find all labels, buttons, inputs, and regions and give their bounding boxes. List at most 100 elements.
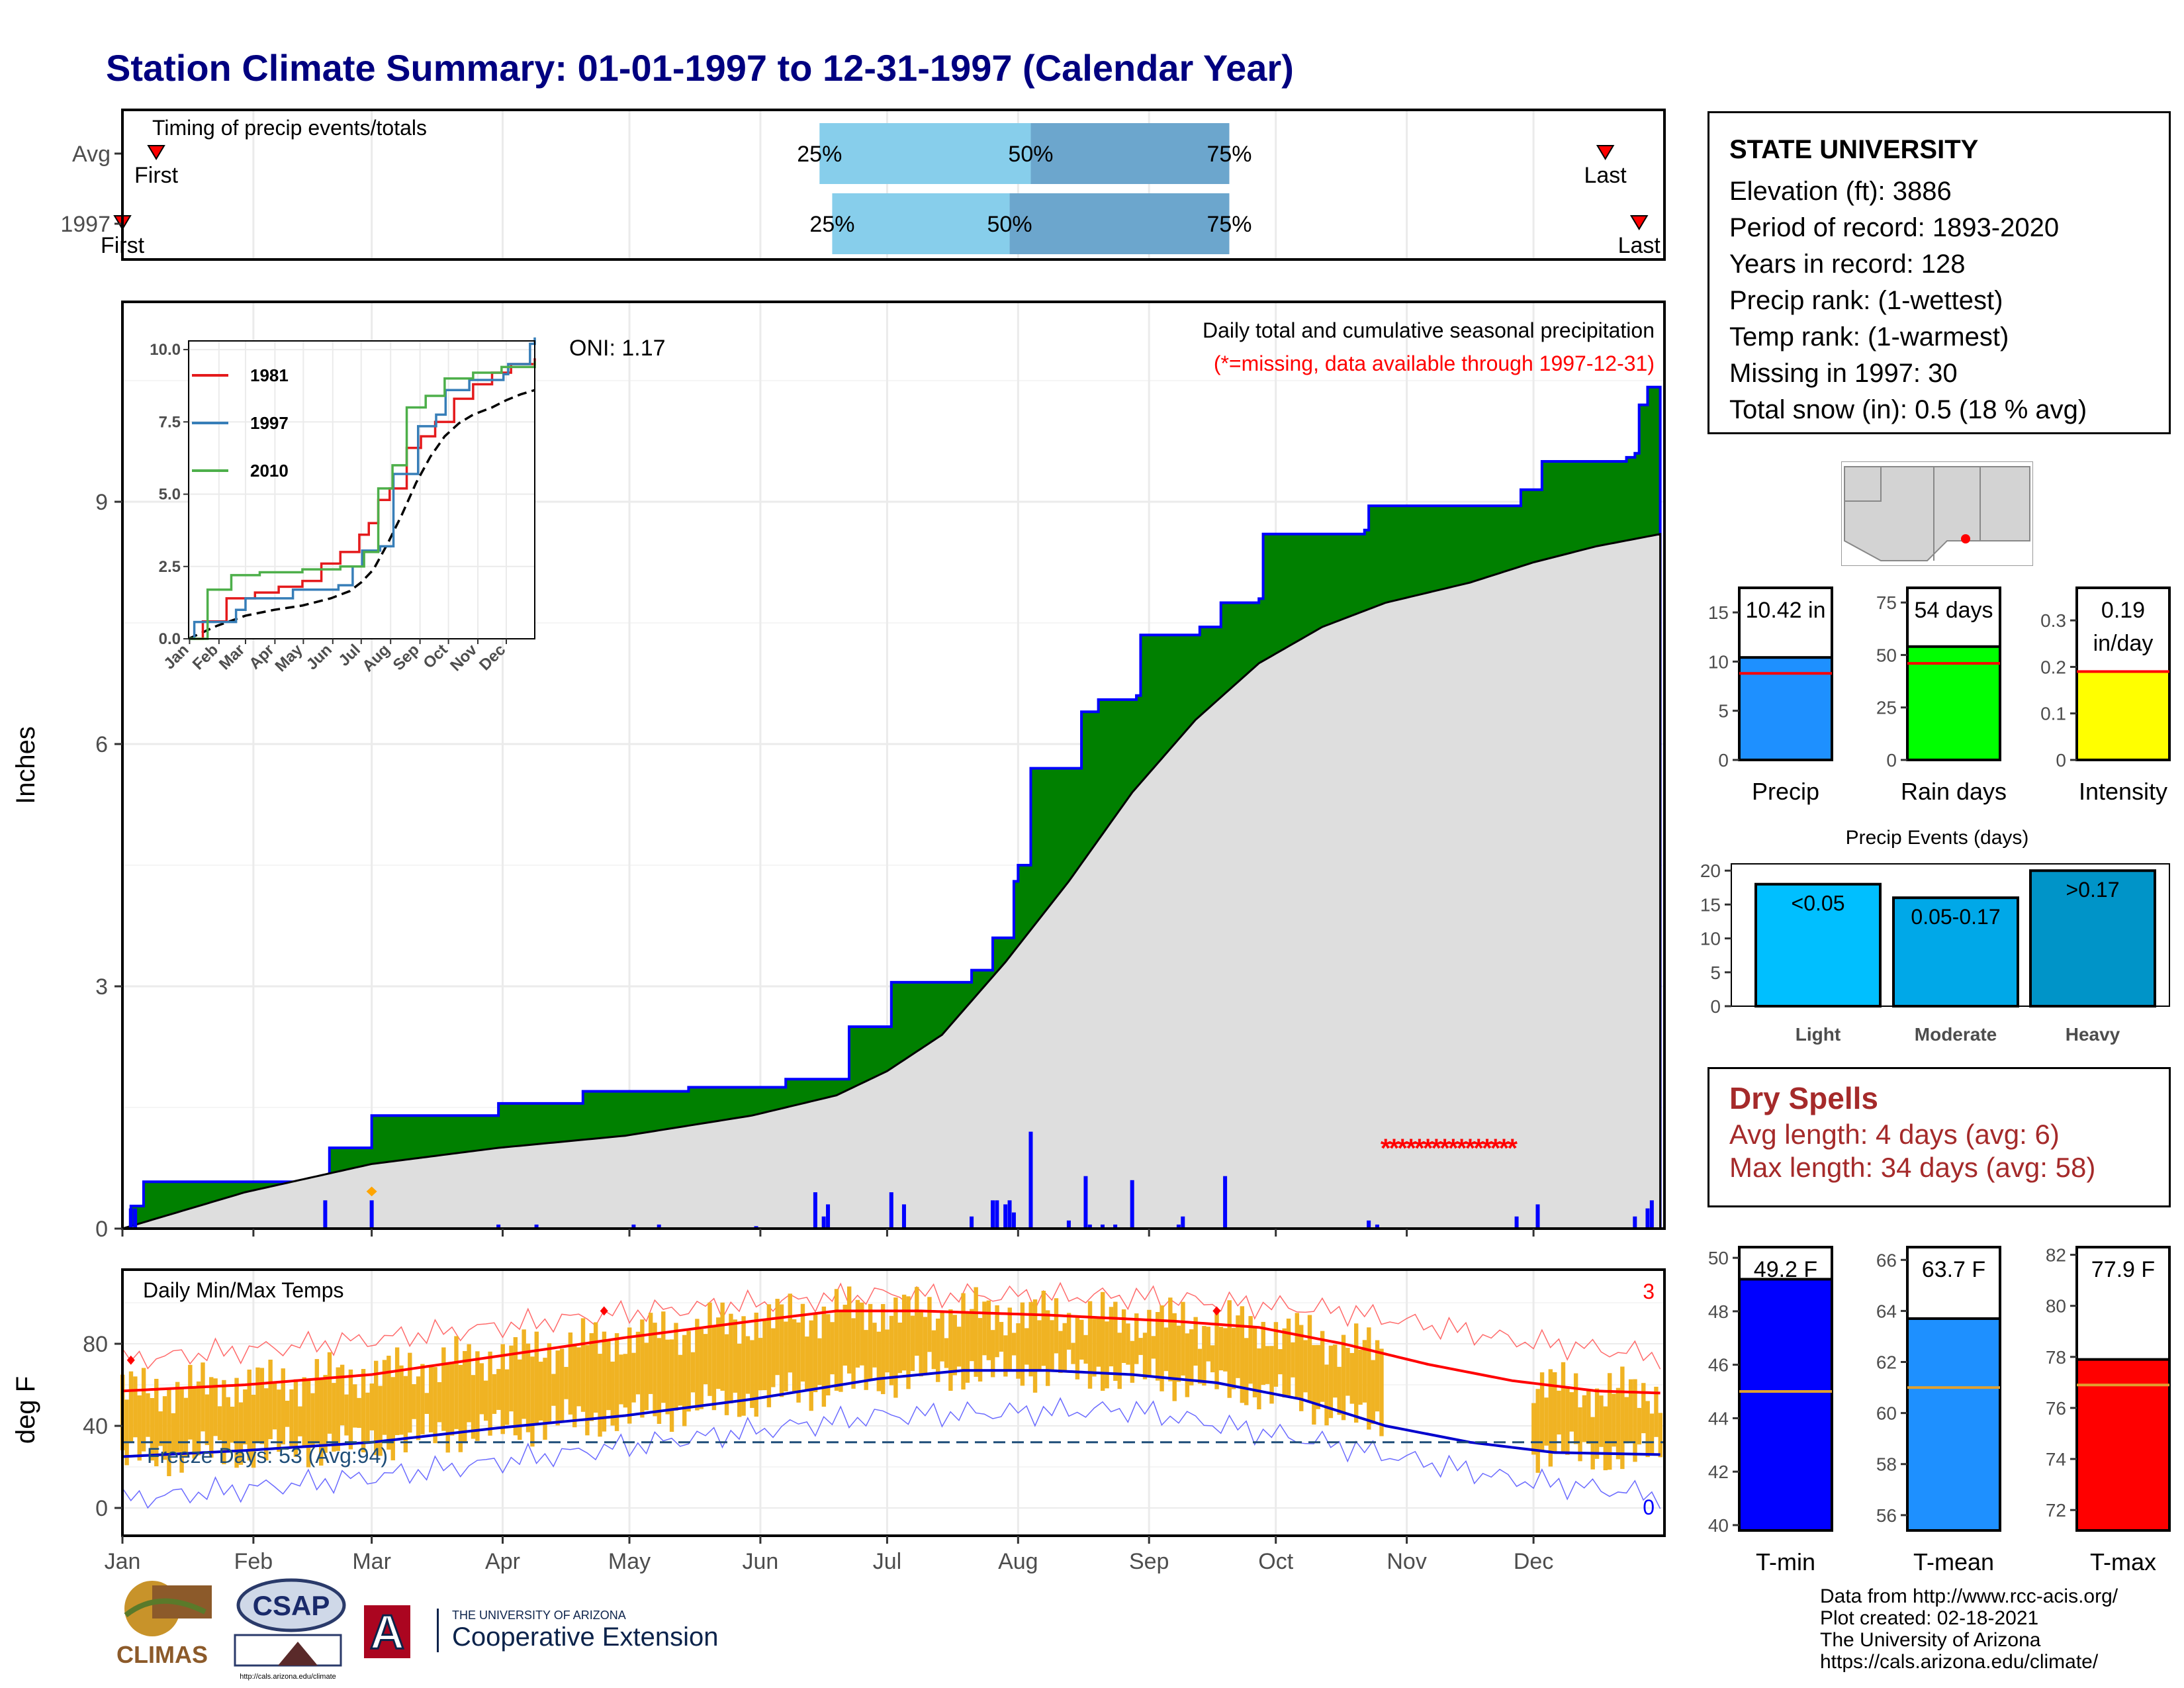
temp-daily-bar (1050, 1320, 1054, 1372)
temp-daily-bar (657, 1338, 662, 1425)
missing-marker: * (1448, 1134, 1459, 1163)
missing-marker: * (1414, 1134, 1425, 1163)
temp-daily-bar (141, 1368, 146, 1452)
temp-daily-bar (648, 1313, 653, 1394)
temp-daily-bar (205, 1394, 210, 1446)
precip-daily-bar (1633, 1216, 1637, 1229)
temp-total-ytick-label: 46 (1708, 1355, 1729, 1376)
temp-daily-bar (1096, 1317, 1101, 1367)
month-label: Jul (873, 1549, 901, 1574)
ua-logo: A (364, 1605, 410, 1660)
precip-total-category-label: Rain days (1901, 778, 2007, 805)
timing-last-marker (1596, 145, 1615, 160)
temp-daily-bar (805, 1336, 809, 1391)
precip-total-value-label: 10.42 in (1746, 598, 1826, 623)
temp-daily-bar (598, 1354, 602, 1437)
temp-daily-bar (766, 1304, 772, 1407)
temp-daily-bar (758, 1338, 763, 1391)
temp-daily-bar (437, 1382, 442, 1423)
temp-daily-bar (952, 1315, 957, 1376)
temp-daily-bar (703, 1334, 708, 1385)
temp-daily-bar (1620, 1366, 1625, 1470)
temp-daily-bar (1079, 1319, 1084, 1360)
temp-daily-bar (1307, 1315, 1312, 1401)
month-label: Jan (105, 1549, 141, 1574)
temp-daily-bar (851, 1318, 856, 1389)
temp-daily-bar (1654, 1386, 1659, 1437)
temp-daily-bar (1345, 1348, 1350, 1396)
precip-daily-bar (1645, 1208, 1650, 1229)
temp-daily-bar (1561, 1362, 1566, 1454)
temp-daily-bar (1354, 1323, 1359, 1423)
temp-daily-bar (467, 1344, 471, 1423)
station-info-line: Period of record: 1893-2020 (1729, 213, 2060, 242)
temp-daily-bar (1603, 1406, 1608, 1471)
temp-daily-bar (230, 1406, 235, 1443)
missing-marker: * (1499, 1134, 1510, 1163)
temp-daily-bar (881, 1303, 886, 1395)
temp-daily-bar (1645, 1401, 1650, 1458)
temp-daily-bar (1003, 1335, 1008, 1377)
temp-daily-bar (555, 1350, 560, 1426)
inset-ytick-label: 0.0 (159, 630, 181, 648)
temp-daily-bar (826, 1314, 831, 1396)
temp-daily-bar (433, 1367, 437, 1444)
temp-daily-bar (580, 1318, 586, 1412)
temp-daily-bar (635, 1331, 641, 1395)
temp-daily-bar (961, 1293, 966, 1390)
precip-total-category-label: Intensity (2079, 778, 2167, 805)
temp-daily-bar (458, 1364, 463, 1452)
precip-subtitle: (*=missing, data available through 1997-… (1214, 352, 1655, 375)
temp-daily-bar (293, 1379, 298, 1457)
temp-daily-bar (901, 1294, 907, 1371)
temp-daily-bar (277, 1389, 281, 1452)
inset-ytick-label: 7.5 (159, 413, 181, 431)
temp-daily-bar (1371, 1360, 1375, 1425)
temp-daily-bar (1586, 1389, 1591, 1444)
temp-daily-bar (750, 1340, 754, 1408)
temp-daily-bar (1244, 1338, 1249, 1405)
events-ytick-label: 15 (1700, 894, 1721, 915)
temp-daily-bar (1126, 1323, 1130, 1365)
precip-daily-bar (1028, 1131, 1033, 1229)
temp-daily-bar (234, 1378, 239, 1468)
temp-daily-bar (775, 1299, 780, 1376)
month-label: Mar (352, 1549, 391, 1574)
temp-daily-bar (302, 1377, 306, 1448)
precip-daily-bar (631, 1224, 636, 1229)
climas-logo: CLIMAS (116, 1581, 212, 1668)
temp-daily-bar (1569, 1392, 1574, 1432)
timing-last-label: Last (1618, 233, 1661, 258)
precip-daily-bar (901, 1204, 906, 1229)
temp-daily-bar (695, 1319, 700, 1411)
temp-daily-bar (1324, 1364, 1329, 1426)
temp-total-bar (1738, 1278, 1833, 1532)
temp-daily-bar (272, 1382, 277, 1430)
temp-daily-bar (1557, 1390, 1561, 1434)
temp-daily-bar (323, 1375, 328, 1453)
precip-daily-bar (1130, 1180, 1134, 1229)
temp-daily-bar (614, 1333, 619, 1431)
temp-daily-bar (441, 1347, 446, 1431)
temp-daily-bar (1615, 1387, 1621, 1460)
temp-daily-bar (1163, 1327, 1169, 1372)
temp-daily-bar (378, 1385, 383, 1456)
temp-daily-bar (1641, 1383, 1646, 1434)
temp-daily-bar (936, 1318, 940, 1382)
temp-daily-bar (568, 1332, 573, 1415)
temp-daily-bar (1066, 1313, 1071, 1350)
temp-daily-bar (559, 1348, 565, 1423)
temp-total-ytick-label: 74 (2046, 1449, 2066, 1470)
missing-marker: * (1457, 1134, 1467, 1163)
temp-daily-bar (631, 1352, 636, 1403)
temp-daily-bar (137, 1395, 142, 1461)
temp-daily-bar (931, 1330, 936, 1370)
temp-daily-bar (319, 1378, 324, 1466)
temp-daily-bar (1168, 1297, 1173, 1382)
temp-daily-bar (1295, 1313, 1300, 1397)
temp-daily-bar (784, 1321, 788, 1392)
temp-daily-bar (1328, 1345, 1334, 1419)
precip-daily-bar (995, 1200, 999, 1229)
csap-logo-text: CSAP (253, 1590, 330, 1621)
temp-daily-bar (1599, 1395, 1604, 1447)
